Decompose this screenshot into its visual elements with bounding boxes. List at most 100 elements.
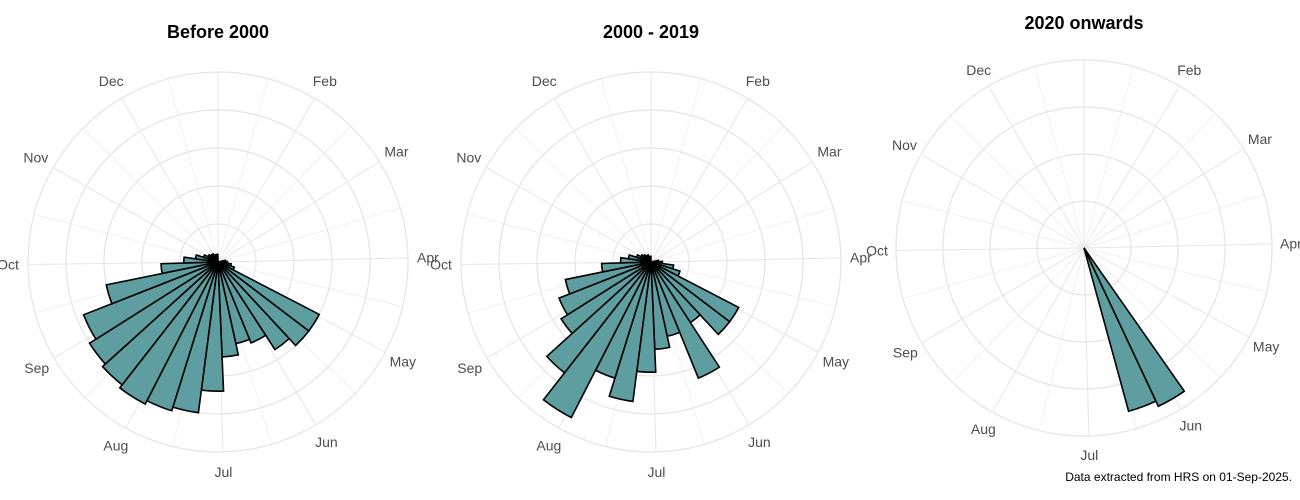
month-label-feb: Feb bbox=[1177, 62, 1201, 78]
grid-spoke-minor bbox=[217, 78, 269, 263]
grid-spoke-minor bbox=[1083, 66, 1135, 249]
wedge-bar bbox=[101, 261, 219, 386]
month-label-apr: Apr bbox=[850, 249, 872, 265]
grid-spoke bbox=[896, 247, 1085, 251]
grid-spoke-minor bbox=[167, 78, 219, 263]
month-labels: Feb Mar Apr May Jun Jul Aug Sep Oct Nov Dec bbox=[430, 73, 872, 480]
wedge-bar bbox=[650, 261, 731, 336]
wedge-bar bbox=[648, 255, 652, 263]
wedge-bar bbox=[217, 261, 310, 347]
polar-bars bbox=[1083, 247, 1186, 413]
month-label-feb: Feb bbox=[313, 73, 337, 89]
grid-spoke-minor bbox=[1083, 247, 1267, 293]
grid-spoke-minor bbox=[1083, 113, 1216, 249]
month-label-dec: Dec bbox=[532, 73, 557, 89]
wedge-bar bbox=[1083, 247, 1157, 413]
grid-spoke-minor bbox=[1038, 247, 1085, 431]
grid-spoke bbox=[553, 98, 652, 263]
wedge-bar bbox=[215, 253, 219, 263]
month-label-aug: Aug bbox=[536, 438, 561, 454]
grid-spoke bbox=[217, 257, 408, 263]
wedge-bar bbox=[542, 261, 652, 419]
month-label-aug: Aug bbox=[971, 421, 996, 437]
grid-spoke bbox=[1083, 243, 1272, 249]
grid-spoke-minor bbox=[952, 247, 1085, 383]
month-label-may: May bbox=[823, 354, 849, 370]
grid-spoke bbox=[1083, 148, 1245, 249]
grid-spoke bbox=[1083, 85, 1181, 249]
grid-spoke bbox=[992, 247, 1085, 413]
grid-spoke bbox=[120, 98, 219, 263]
month-label-mar: Mar bbox=[817, 143, 841, 159]
wedge-bar bbox=[1083, 247, 1186, 408]
grid-spoke-minor bbox=[902, 247, 1085, 299]
grid-spoke-minor bbox=[217, 125, 352, 263]
grid-spoke bbox=[1083, 247, 1090, 436]
panel-2020-onwards: 2020 onwards Feb Mar Apr May Jun Jul Aug Sep Oct… bbox=[866, 13, 1300, 463]
grid-spoke-minor bbox=[650, 78, 702, 263]
polar-bars bbox=[82, 252, 321, 414]
grid-spoke bbox=[217, 98, 316, 263]
grid-spoke bbox=[650, 98, 749, 263]
grid-spoke bbox=[52, 167, 219, 263]
grid-spoke-minor bbox=[650, 125, 785, 263]
grid-spoke bbox=[217, 161, 380, 263]
grid-spoke-minor bbox=[217, 261, 403, 308]
month-label-jul: Jul bbox=[1080, 447, 1098, 463]
wedge-bar bbox=[217, 261, 291, 351]
grid-spoke-minor bbox=[82, 128, 219, 263]
grid-spoke-minor bbox=[650, 207, 834, 263]
month-label-jun: Jun bbox=[1180, 417, 1203, 433]
grid-spoke-minor bbox=[466, 213, 652, 263]
grid-spoke-minor bbox=[33, 213, 219, 263]
month-label-jun: Jun bbox=[315, 434, 338, 450]
grid-spoke bbox=[920, 154, 1085, 249]
month-label-oct: Oct bbox=[430, 257, 452, 273]
panel-title: 2020 onwards bbox=[1024, 13, 1143, 33]
grid-spoke-minor bbox=[901, 200, 1085, 249]
month-label-may: May bbox=[390, 354, 416, 370]
month-label-nov: Nov bbox=[892, 137, 917, 153]
wedge-bar bbox=[558, 261, 652, 316]
panel-title: Before 2000 bbox=[167, 22, 269, 42]
month-label-aug: Aug bbox=[103, 438, 128, 454]
grid-spoke-minor bbox=[600, 78, 652, 263]
month-label-jul: Jul bbox=[214, 464, 232, 480]
panel-before-2000: Before 2000 Feb Mar Apr May Jun Jul Aug Sep Oct N… bbox=[0, 22, 439, 480]
data-source-caption: Data extracted from HRS on 01-Sep-2025. bbox=[1065, 470, 1292, 484]
wedge-bar bbox=[82, 261, 219, 341]
grid-spoke-minor bbox=[217, 207, 401, 263]
wedge-bar bbox=[559, 261, 652, 335]
wedge-bar bbox=[650, 261, 721, 380]
month-labels: Feb Mar Apr May Jun Jul Aug Sep Oct Nov Dec bbox=[866, 62, 1300, 463]
wedge-bar bbox=[118, 261, 219, 406]
wedge-bar bbox=[545, 261, 652, 374]
month-label-mar: Mar bbox=[384, 143, 408, 159]
grid-spoke-minor bbox=[650, 261, 836, 308]
grid-spoke bbox=[650, 161, 813, 263]
month-label-nov: Nov bbox=[456, 150, 481, 166]
month-label-sep: Sep bbox=[457, 360, 482, 376]
grid-spoke bbox=[1083, 247, 1250, 338]
month-label-nov: Nov bbox=[23, 150, 48, 166]
wedge-bar bbox=[600, 261, 652, 273]
panel-2000-2019: 2000 - 2019 Feb Mar Apr May Jun Jul Aug Sep Oct N… bbox=[430, 22, 872, 480]
month-label-dec: Dec bbox=[966, 62, 991, 78]
month-label-dec: Dec bbox=[99, 73, 124, 89]
month-label-feb: Feb bbox=[746, 73, 770, 89]
month-label-jul: Jul bbox=[647, 464, 665, 480]
wedge-bar bbox=[105, 261, 219, 305]
month-label-sep: Sep bbox=[24, 360, 49, 376]
panel-title: 2000 - 2019 bbox=[603, 22, 699, 42]
polar-bars bbox=[542, 253, 740, 419]
month-label-mar: Mar bbox=[1248, 131, 1272, 147]
wedge-bar bbox=[88, 261, 219, 366]
polar-grid bbox=[895, 59, 1273, 437]
wedge-bar bbox=[564, 261, 652, 295]
wedge-bar bbox=[217, 261, 267, 344]
grid-spoke bbox=[485, 167, 652, 263]
month-label-jun: Jun bbox=[748, 434, 771, 450]
month-label-apr: Apr bbox=[1280, 236, 1300, 252]
grid-spoke-minor bbox=[515, 128, 652, 263]
